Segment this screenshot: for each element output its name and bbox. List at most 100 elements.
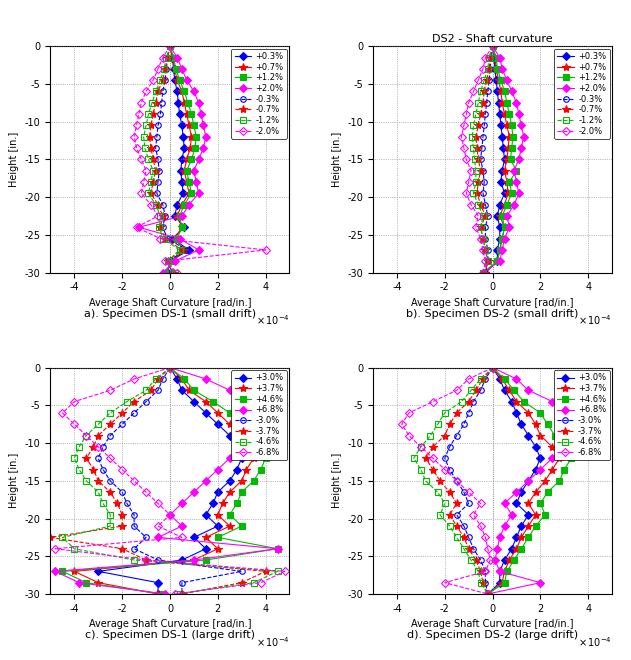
+3.0% <box>226 477 233 485</box>
+0.3% <box>498 133 506 141</box>
+3.0% <box>508 544 516 552</box>
-0.7% <box>162 65 169 73</box>
+4.6% <box>250 477 257 485</box>
+3.7% <box>238 477 245 485</box>
+4.6% <box>226 511 233 519</box>
-3.0% <box>154 386 162 394</box>
+0.3% <box>164 269 172 277</box>
+6.8% <box>513 488 521 496</box>
+3.7% <box>154 590 162 598</box>
+6.8% <box>262 397 269 405</box>
-6.8% <box>142 556 150 564</box>
-4.6% <box>274 568 281 576</box>
-1.2% <box>159 235 167 243</box>
-1.2% <box>166 42 174 50</box>
-3.7% <box>453 409 461 417</box>
Text: $\times\,10^{-4}$: $\times\,10^{-4}$ <box>578 635 612 649</box>
+0.3% <box>170 65 177 73</box>
+0.7% <box>491 53 498 61</box>
+0.7% <box>171 65 179 73</box>
Line: -3.0%: -3.0% <box>95 365 244 597</box>
+2.0% <box>199 121 207 129</box>
+6.8% <box>536 579 544 587</box>
+4.6% <box>484 590 492 598</box>
-6.8% <box>171 590 179 598</box>
+6.8% <box>214 465 221 473</box>
+0.7% <box>171 235 179 243</box>
-3.7% <box>119 522 126 530</box>
-3.0% <box>95 454 102 462</box>
+3.7% <box>505 386 513 394</box>
-6.8% <box>489 364 497 372</box>
Line: -4.6%: -4.6% <box>60 365 280 597</box>
+4.6% <box>238 522 245 530</box>
-3.7% <box>453 500 461 508</box>
-0.3% <box>480 178 488 186</box>
-1.2% <box>472 110 480 118</box>
+0.3% <box>168 53 176 61</box>
-1.2% <box>164 257 172 265</box>
+1.2% <box>509 133 517 141</box>
+3.7% <box>501 568 509 576</box>
-2.0% <box>460 144 468 152</box>
-2.0% <box>131 133 138 141</box>
-4.6% <box>434 488 442 496</box>
-2.0% <box>135 110 143 118</box>
-2.0% <box>174 269 181 277</box>
-4.6% <box>166 364 174 372</box>
-1.2% <box>155 223 163 231</box>
-3.0% <box>131 522 138 530</box>
+2.0% <box>178 212 186 220</box>
-6.8% <box>52 544 59 552</box>
-0.7% <box>178 246 186 254</box>
+2.0% <box>186 201 193 209</box>
+6.8% <box>496 568 504 576</box>
-2.0% <box>463 110 470 118</box>
+0.7% <box>503 121 510 129</box>
Legend: +0.3%, +0.7%, +1.2%, +2.0%, -0.3%, -0.7%, -1.2%, -2.0%: +0.3%, +0.7%, +1.2%, +2.0%, -0.3%, -0.7%… <box>554 49 610 139</box>
+0.3% <box>497 121 505 129</box>
+2.0% <box>515 189 522 197</box>
+0.3% <box>178 121 186 129</box>
+3.0% <box>238 454 245 462</box>
-0.3% <box>484 88 492 96</box>
+0.7% <box>187 133 195 141</box>
-6.8% <box>119 465 126 473</box>
+6.8% <box>496 533 504 541</box>
-0.3% <box>487 65 494 73</box>
+3.0% <box>178 556 186 564</box>
-3.7% <box>107 420 114 428</box>
-6.8% <box>398 420 406 428</box>
+0.3% <box>493 246 501 254</box>
-4.6% <box>427 432 434 440</box>
+3.0% <box>496 579 504 587</box>
+6.8% <box>560 443 568 451</box>
-0.7% <box>164 53 172 61</box>
-0.3% <box>159 88 167 96</box>
+3.7% <box>178 375 186 383</box>
-1.2% <box>469 121 477 129</box>
-2.0% <box>475 76 482 84</box>
+0.3% <box>178 155 186 163</box>
+3.0% <box>233 465 240 473</box>
-2.0% <box>138 189 145 197</box>
-3.0% <box>131 511 138 519</box>
-1.2% <box>163 53 170 61</box>
+0.3% <box>176 110 184 118</box>
+1.2% <box>186 178 193 186</box>
-0.7% <box>483 76 490 84</box>
Line: -0.7%: -0.7% <box>146 42 186 277</box>
+0.7% <box>186 189 193 197</box>
+3.7% <box>548 443 556 451</box>
-4.6% <box>250 579 257 587</box>
-1.2% <box>477 223 485 231</box>
-3.0% <box>166 364 174 372</box>
+6.8% <box>262 420 269 428</box>
+0.3% <box>496 201 504 209</box>
+1.2% <box>496 246 504 254</box>
-4.6% <box>75 443 83 451</box>
-3.7% <box>95 477 102 485</box>
+3.7% <box>532 420 540 428</box>
+2.0% <box>510 167 518 175</box>
-2.0% <box>457 133 465 141</box>
